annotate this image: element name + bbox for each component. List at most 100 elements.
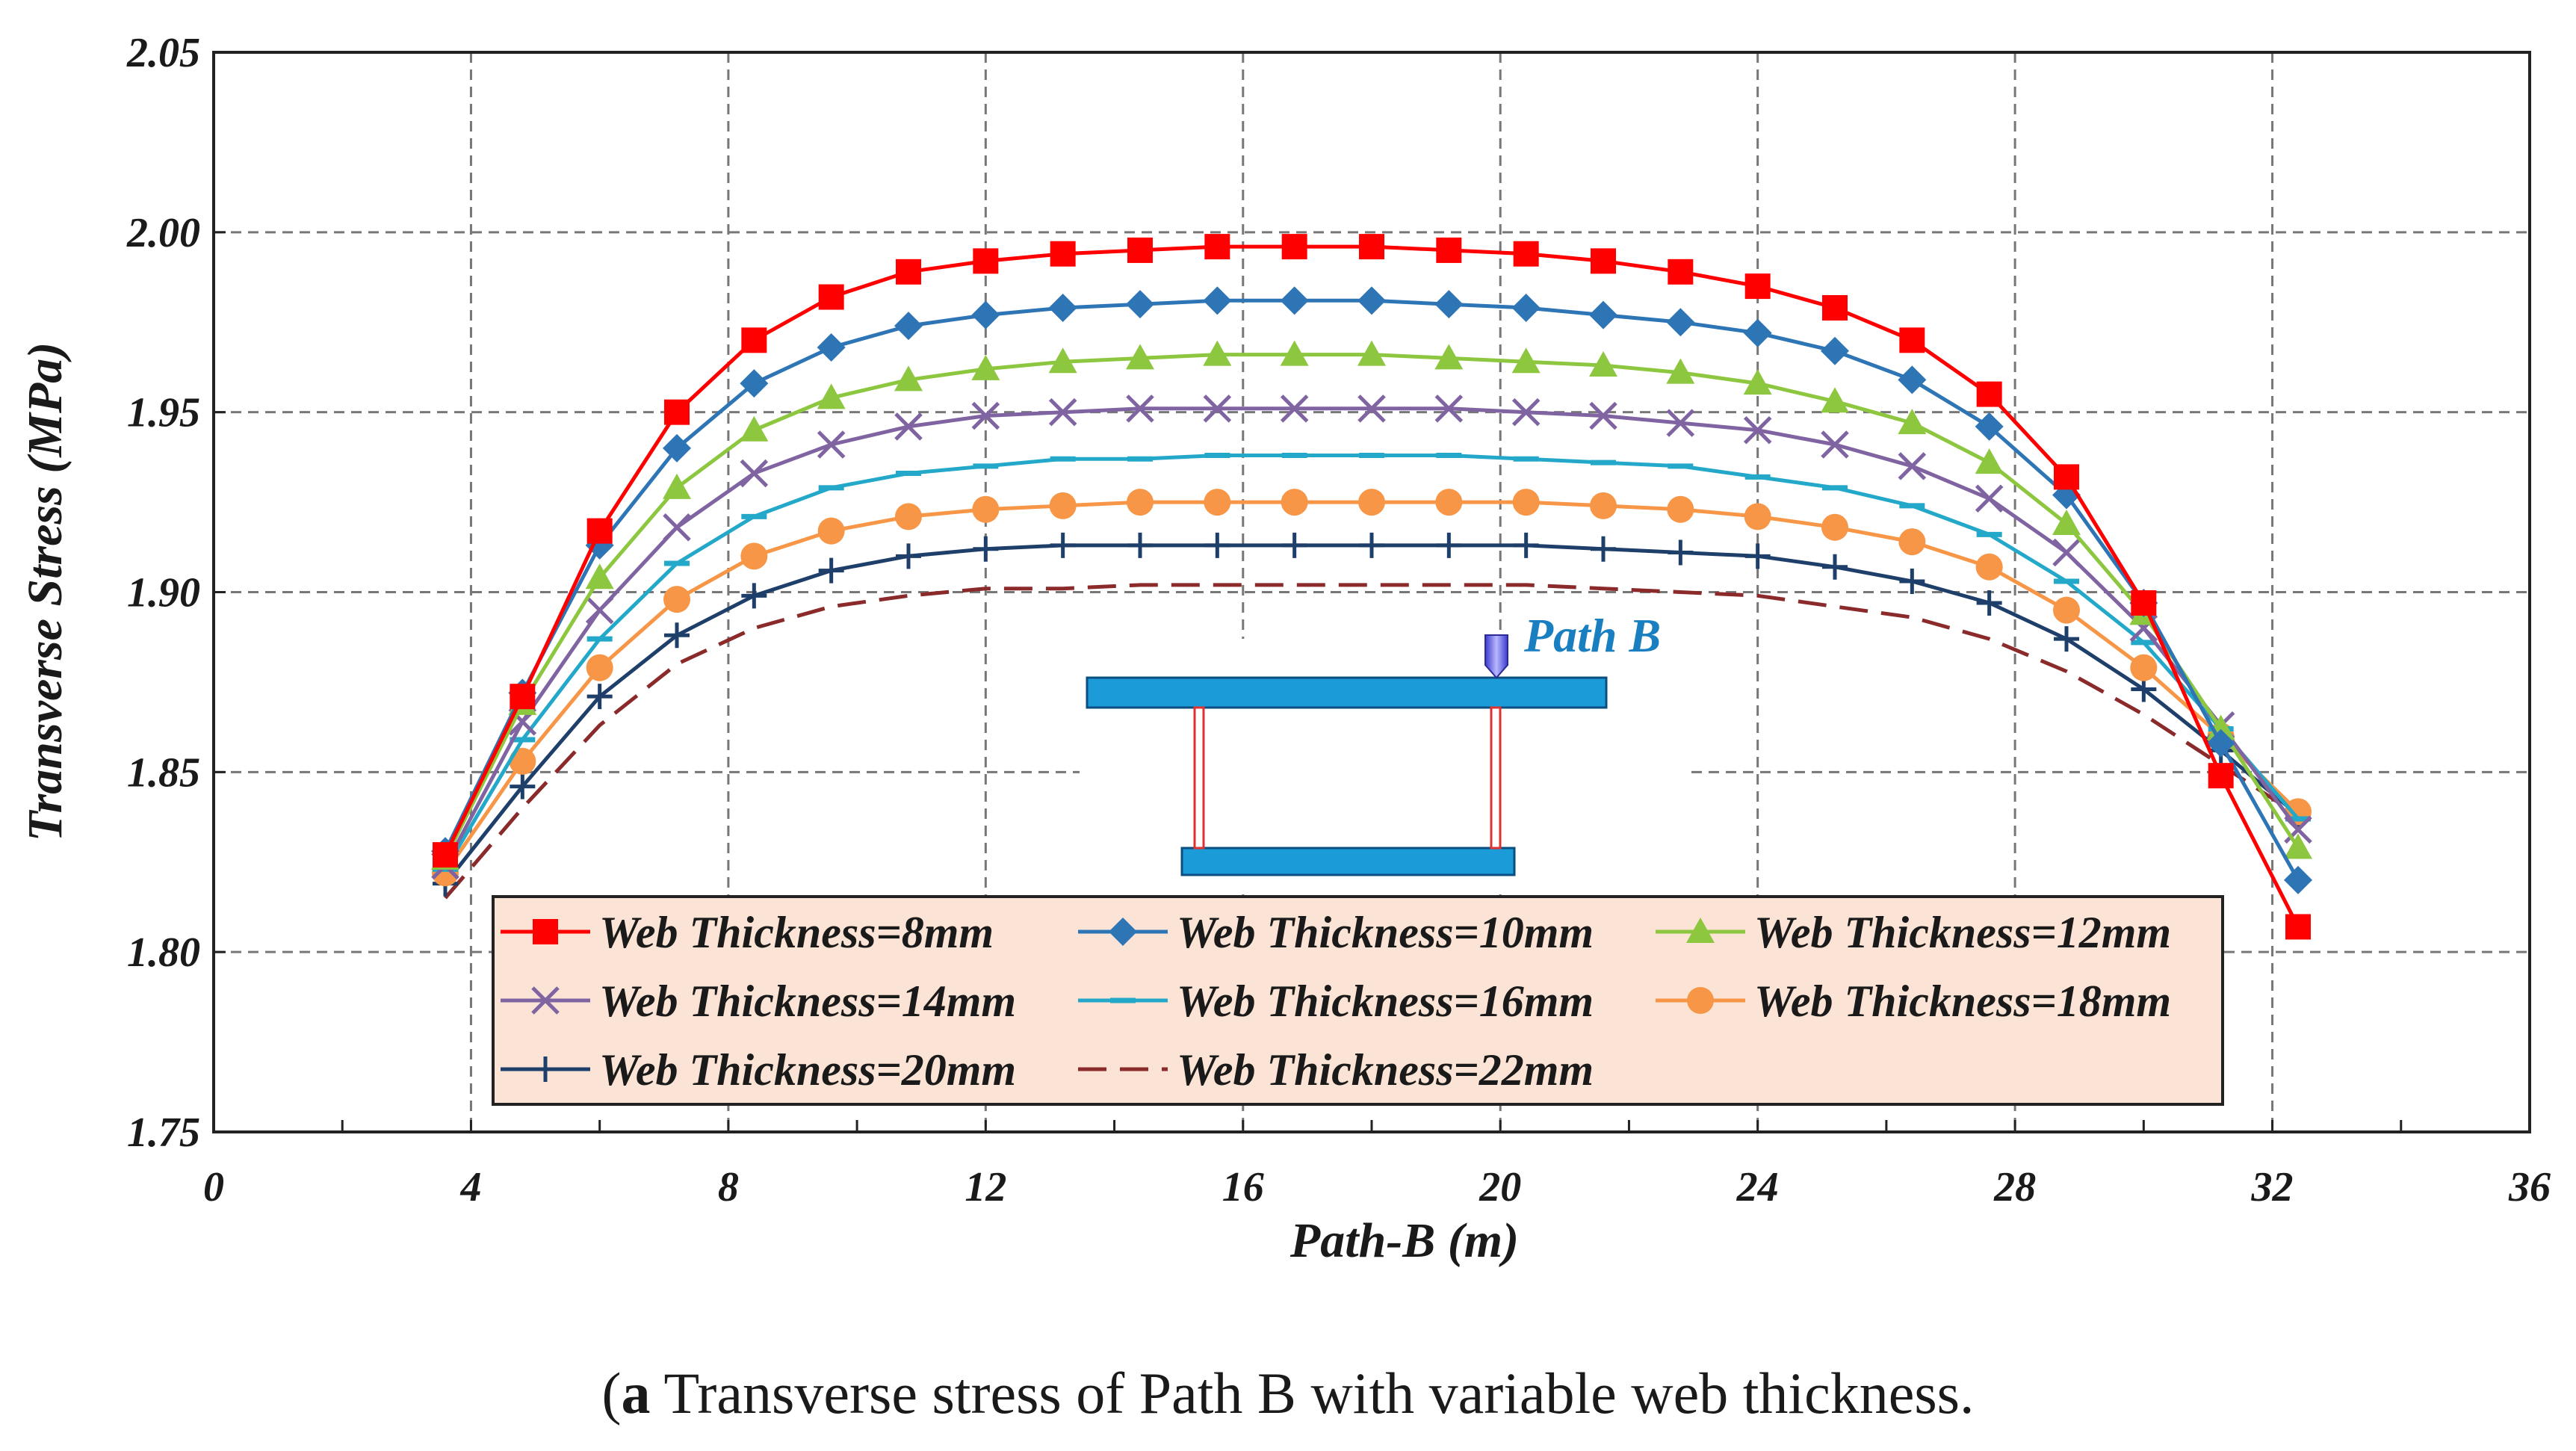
data-point	[586, 518, 613, 544]
beam-cross-section-diagram: Path B	[1080, 609, 1685, 889]
data-point	[1048, 347, 1077, 374]
data-point	[1822, 554, 1848, 580]
data-point	[1127, 237, 1153, 263]
data-point	[1899, 327, 1925, 353]
data-point	[1898, 528, 1926, 556]
data-point	[1050, 532, 1076, 558]
data-point	[1589, 401, 1617, 430]
legend-item: Web Thickness=18mm	[1656, 977, 2171, 1026]
legend-box	[492, 895, 2224, 1106]
data-point	[1434, 395, 1464, 423]
data-point	[1513, 532, 1539, 558]
data-point	[1821, 387, 1849, 413]
data-point	[1899, 569, 1925, 595]
data-point	[1280, 286, 1309, 315]
data-point	[1975, 553, 2003, 581]
data-point	[1436, 532, 1462, 558]
data-point	[973, 248, 999, 274]
data-point	[1126, 344, 1154, 370]
data-point	[1591, 536, 1616, 562]
y-tick-label: 1.75	[127, 1110, 200, 1156]
data-point	[971, 354, 1000, 380]
x-tick-label: 16	[1222, 1164, 1264, 1210]
y-tick-label: 1.95	[127, 390, 200, 436]
x-tick-label: 36	[2508, 1164, 2551, 1210]
data-point	[433, 842, 458, 868]
data-point	[894, 312, 923, 341]
data-point	[2054, 464, 2079, 490]
data-point	[818, 284, 844, 310]
legend-item: Web Thickness=16mm	[1078, 977, 1594, 1026]
data-point	[510, 773, 536, 799]
data-point	[1434, 290, 1464, 319]
legend-item: Web Thickness=12mm	[1656, 908, 2171, 957]
legend-label: Web Thickness=10mm	[1177, 908, 1594, 957]
x-tick-label: 8	[718, 1164, 739, 1210]
data-point	[817, 430, 846, 459]
left-web	[1193, 706, 1205, 850]
data-point	[663, 473, 691, 499]
x-tick-label: 28	[1993, 1164, 2036, 1210]
data-point	[2284, 833, 2312, 859]
data-point	[1126, 395, 1154, 423]
data-point	[663, 513, 691, 542]
data-point	[1743, 369, 1772, 395]
data-point	[1744, 503, 1771, 530]
data-point	[1127, 532, 1153, 558]
data-point	[1898, 409, 1927, 435]
data-point	[2052, 538, 2081, 567]
data-point	[1281, 234, 1307, 260]
data-point	[2284, 865, 2312, 894]
y-tick-label: 2.05	[126, 30, 200, 76]
data-point	[741, 327, 767, 353]
legend-label: Web Thickness=16mm	[1177, 977, 1594, 1026]
data-point	[1743, 318, 1772, 347]
data-point	[1436, 237, 1462, 263]
data-point	[971, 401, 1000, 430]
x-tick-label: 24	[1736, 1164, 1779, 1210]
path-b-pointer-icon	[1484, 634, 1508, 679]
data-point	[1687, 987, 1714, 1014]
data-point	[1048, 293, 1077, 322]
data-point	[664, 399, 690, 425]
data-point	[1976, 381, 2002, 407]
data-point	[2206, 728, 2235, 758]
data-point	[1359, 532, 1384, 558]
data-point	[1975, 484, 2004, 513]
data-point	[817, 383, 846, 409]
data-point	[818, 557, 844, 584]
right-web	[1490, 706, 1502, 850]
series-layer	[431, 234, 2312, 940]
data-point	[1589, 300, 1617, 330]
y-tick-label: 2.00	[126, 210, 200, 256]
data-point	[740, 415, 769, 442]
data-point	[1203, 340, 1232, 366]
data-point	[1589, 351, 1617, 377]
data-point	[1898, 365, 1927, 395]
data-point	[2054, 626, 2079, 652]
axis-ticks	[212, 51, 2531, 1133]
legend-label: Web Thickness=22mm	[1177, 1045, 1594, 1095]
data-point	[1511, 347, 1541, 374]
x-axis-title: Path-B (m)	[1289, 1213, 1519, 1268]
y-axis-title: Transverse Stress (MPa)	[18, 342, 72, 842]
data-point	[1821, 513, 1848, 541]
data-point	[1435, 489, 1463, 516]
data-point	[895, 503, 922, 530]
data-point	[1744, 543, 1771, 569]
data-point	[1743, 415, 1772, 445]
data-point	[1590, 492, 1617, 519]
data-point	[740, 459, 769, 488]
tick-labels: 0 4 8 12 16 20 24 28 32 36 1.75 1.80 1.85 1.90 1.95 2.0…	[126, 30, 2551, 1210]
data-point	[2052, 509, 2081, 535]
data-point	[817, 517, 845, 545]
y-tick-label: 1.85	[127, 749, 200, 796]
data-point	[1511, 293, 1541, 322]
data-point	[1204, 532, 1230, 558]
data-point	[1203, 395, 1232, 423]
data-point	[1668, 259, 1694, 285]
data-point	[741, 583, 767, 609]
data-point	[1280, 340, 1309, 366]
data-point	[1203, 286, 1232, 315]
